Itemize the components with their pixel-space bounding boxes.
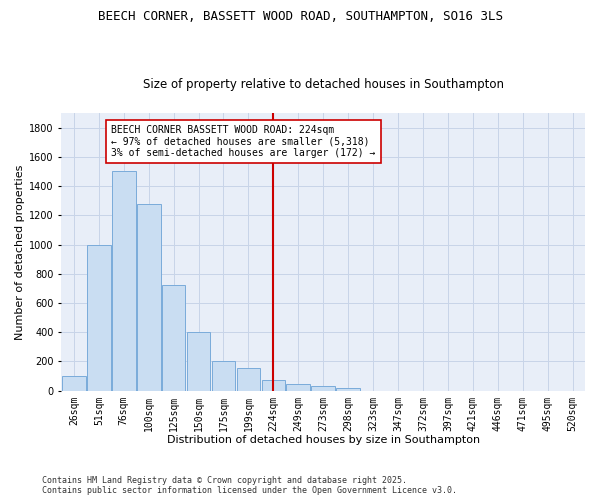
Bar bbox=[286, 384, 310, 390]
Bar bbox=[62, 376, 86, 390]
Text: Contains HM Land Registry data © Crown copyright and database right 2025.
Contai: Contains HM Land Registry data © Crown c… bbox=[42, 476, 457, 495]
Bar bbox=[337, 388, 360, 390]
Y-axis label: Number of detached properties: Number of detached properties bbox=[15, 164, 25, 340]
Bar bbox=[162, 286, 185, 391]
Bar bbox=[236, 368, 260, 390]
Bar bbox=[262, 380, 285, 390]
Bar bbox=[87, 244, 110, 390]
Bar bbox=[212, 361, 235, 390]
Title: Size of property relative to detached houses in Southampton: Size of property relative to detached ho… bbox=[143, 78, 504, 91]
Bar bbox=[137, 204, 161, 390]
Bar bbox=[112, 172, 136, 390]
Text: BEECH CORNER, BASSETT WOOD ROAD, SOUTHAMPTON, SO16 3LS: BEECH CORNER, BASSETT WOOD ROAD, SOUTHAM… bbox=[97, 10, 503, 23]
X-axis label: Distribution of detached houses by size in Southampton: Distribution of detached houses by size … bbox=[167, 435, 480, 445]
Text: BEECH CORNER BASSETT WOOD ROAD: 224sqm
← 97% of detached houses are smaller (5,3: BEECH CORNER BASSETT WOOD ROAD: 224sqm ←… bbox=[111, 124, 376, 158]
Bar bbox=[311, 386, 335, 390]
Bar bbox=[187, 332, 211, 390]
